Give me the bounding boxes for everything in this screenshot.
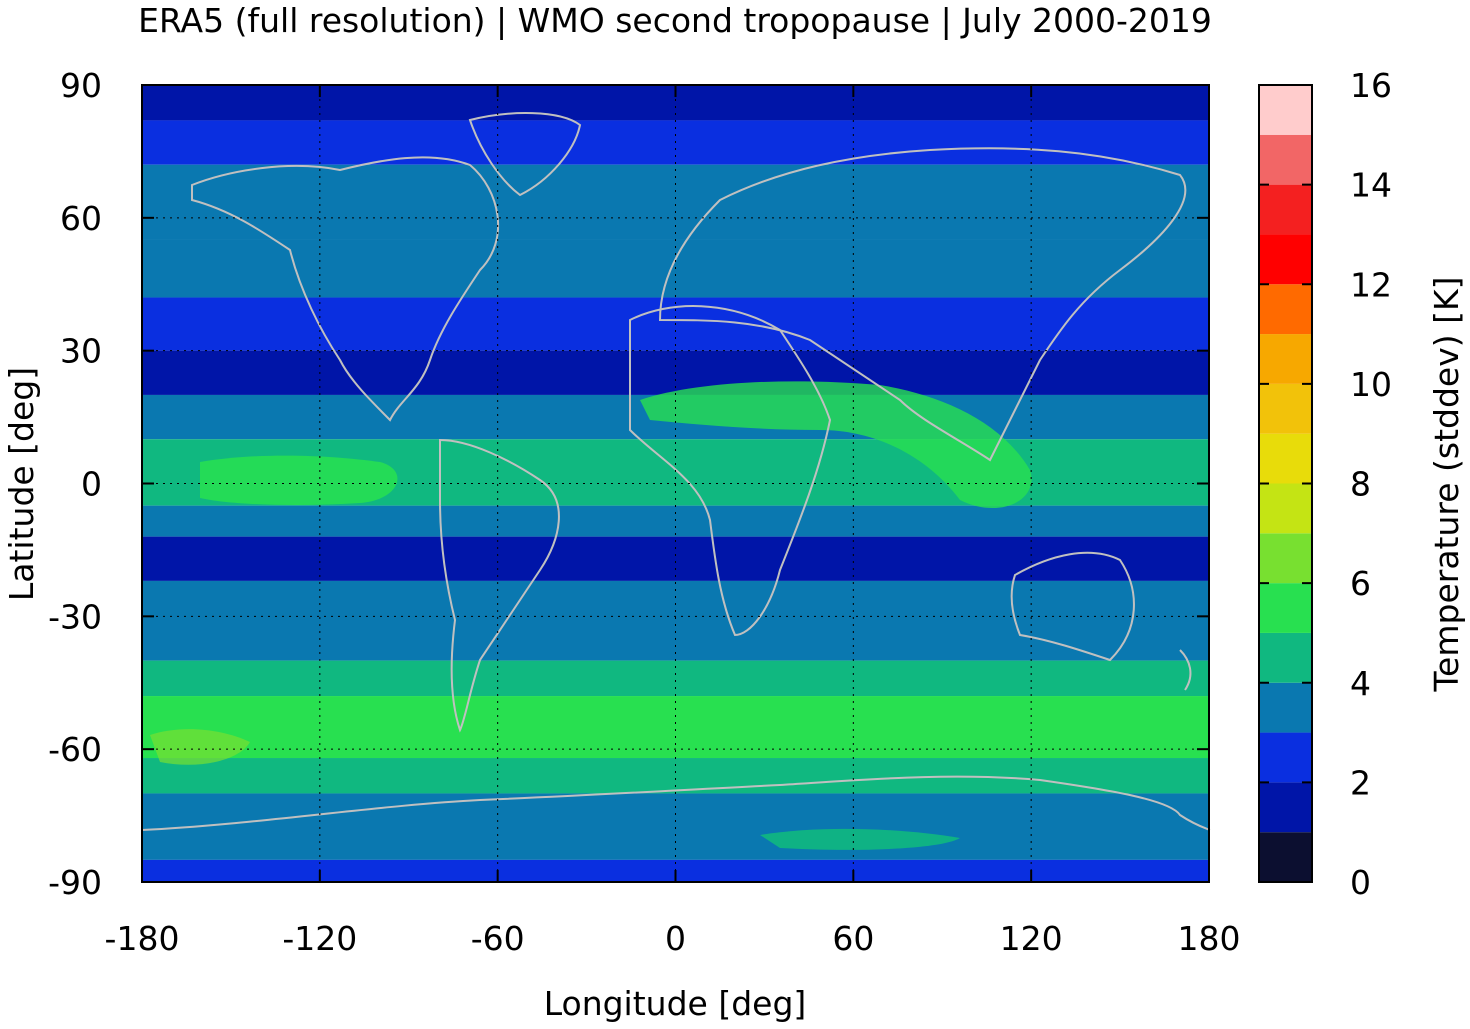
map-band-2 bbox=[142, 164, 1209, 240]
colorbar-bin-14 bbox=[1259, 134, 1312, 185]
x-tick-label-0: 0 bbox=[665, 919, 686, 958]
x-tick-label--180: -180 bbox=[105, 919, 180, 958]
colorbar-tick-label-0: 0 bbox=[1350, 863, 1371, 902]
map-band-12 bbox=[142, 696, 1209, 759]
colorbar-frame bbox=[1258, 84, 1313, 883]
colorbar-bin-7 bbox=[1259, 483, 1312, 534]
y-tick-label-60: 60 bbox=[60, 199, 102, 238]
coastlines bbox=[141, 112, 1211, 831]
coastline-greenland bbox=[468, 112, 582, 197]
colorbar-tick-label-16: 16 bbox=[1350, 66, 1392, 105]
colorbar-bin-5 bbox=[1259, 583, 1312, 633]
colorbar-bin-3 bbox=[1259, 682, 1312, 733]
colorbar: 0 2 4 6 8 10 12 14 16 Temperature (stddev) [K] bbox=[1258, 66, 1466, 902]
colorbar-bin-12 bbox=[1259, 234, 1312, 285]
colorbar-bin-9 bbox=[1259, 383, 1312, 434]
y-tick-label--60: -60 bbox=[48, 730, 102, 769]
y-axis-label: Latitude [deg] bbox=[2, 367, 41, 601]
colorbar-bin-2 bbox=[1259, 732, 1312, 783]
coastline-north-america bbox=[191, 156, 500, 422]
antarctic-highlight bbox=[760, 828, 960, 850]
coastline-europe-asia bbox=[658, 147, 1187, 462]
map-band-13 bbox=[142, 758, 1209, 794]
map-band-10 bbox=[142, 580, 1209, 661]
colorbar-bin-4 bbox=[1259, 632, 1312, 683]
coastline-antarctica bbox=[141, 775, 1211, 831]
colorbar-bin-15 bbox=[1259, 85, 1312, 135]
map-area bbox=[141, 84, 1211, 883]
colorbar-bin-6 bbox=[1259, 533, 1312, 584]
colorbar-bin-13 bbox=[1259, 184, 1312, 235]
figure-title: ERA5 (full resolution) | WMO second trop… bbox=[138, 1, 1212, 40]
colorbar-bin-11 bbox=[1259, 284, 1312, 335]
y-tick-label-30: 30 bbox=[60, 332, 102, 371]
colorbar-label: Temperature (stddev) [K] bbox=[1427, 276, 1466, 692]
y-tick-labels: -90 -60 -30 0 30 60 90 bbox=[48, 66, 102, 902]
x-tick-labels: -180 -120 -60 0 60 120 180 bbox=[105, 919, 1241, 958]
colorbar-bin-8 bbox=[1259, 433, 1312, 484]
x-tick-label--60: -60 bbox=[471, 919, 525, 958]
map-band-9 bbox=[142, 536, 1209, 581]
x-axis-label: Longitude [deg] bbox=[544, 984, 807, 1023]
coastline-new-zealand bbox=[1179, 649, 1192, 691]
x-tick-label-120: 120 bbox=[1000, 919, 1063, 958]
colorbar-bin-10 bbox=[1259, 334, 1312, 384]
indian-monsoon-patch bbox=[640, 381, 1032, 509]
colorbar-tick-label-10: 10 bbox=[1350, 365, 1392, 404]
southern-jet-patch bbox=[150, 729, 250, 765]
y-tick-label--30: -30 bbox=[48, 597, 102, 636]
x-tick-label--120: -120 bbox=[282, 919, 357, 958]
colorbar-bin-0 bbox=[1259, 832, 1312, 882]
colorbar-tick-label-4: 4 bbox=[1350, 664, 1371, 703]
tropical-pacific-patch bbox=[200, 455, 398, 506]
coastline-australia bbox=[1010, 551, 1135, 662]
colorbar-bin-1 bbox=[1259, 782, 1312, 833]
map-grid bbox=[142, 85, 1209, 882]
coastline-south-america bbox=[439, 438, 560, 733]
map-band-8 bbox=[142, 505, 1209, 537]
colorbar-tick-label-14: 14 bbox=[1350, 166, 1392, 205]
colorbar-tick-label-6: 6 bbox=[1350, 564, 1371, 603]
colorbar-tick-label-2: 2 bbox=[1350, 763, 1371, 802]
y-tick-label-90: 90 bbox=[60, 66, 102, 105]
map-features bbox=[141, 112, 1211, 850]
colorbar-bins bbox=[1259, 85, 1312, 882]
colorbar-tick-labels: 0 2 4 6 8 10 12 14 16 bbox=[1350, 66, 1392, 902]
x-tick-label-60: 60 bbox=[832, 919, 874, 958]
y-tick-label--90: -90 bbox=[48, 863, 102, 902]
colorbar-tick-label-8: 8 bbox=[1350, 465, 1371, 504]
map-frame bbox=[141, 84, 1210, 883]
x-tick-label-180: 180 bbox=[1178, 919, 1241, 958]
map-band-11 bbox=[142, 660, 1209, 697]
y-tick-label-0: 0 bbox=[81, 465, 102, 504]
colorbar-tick-label-12: 12 bbox=[1350, 265, 1392, 304]
